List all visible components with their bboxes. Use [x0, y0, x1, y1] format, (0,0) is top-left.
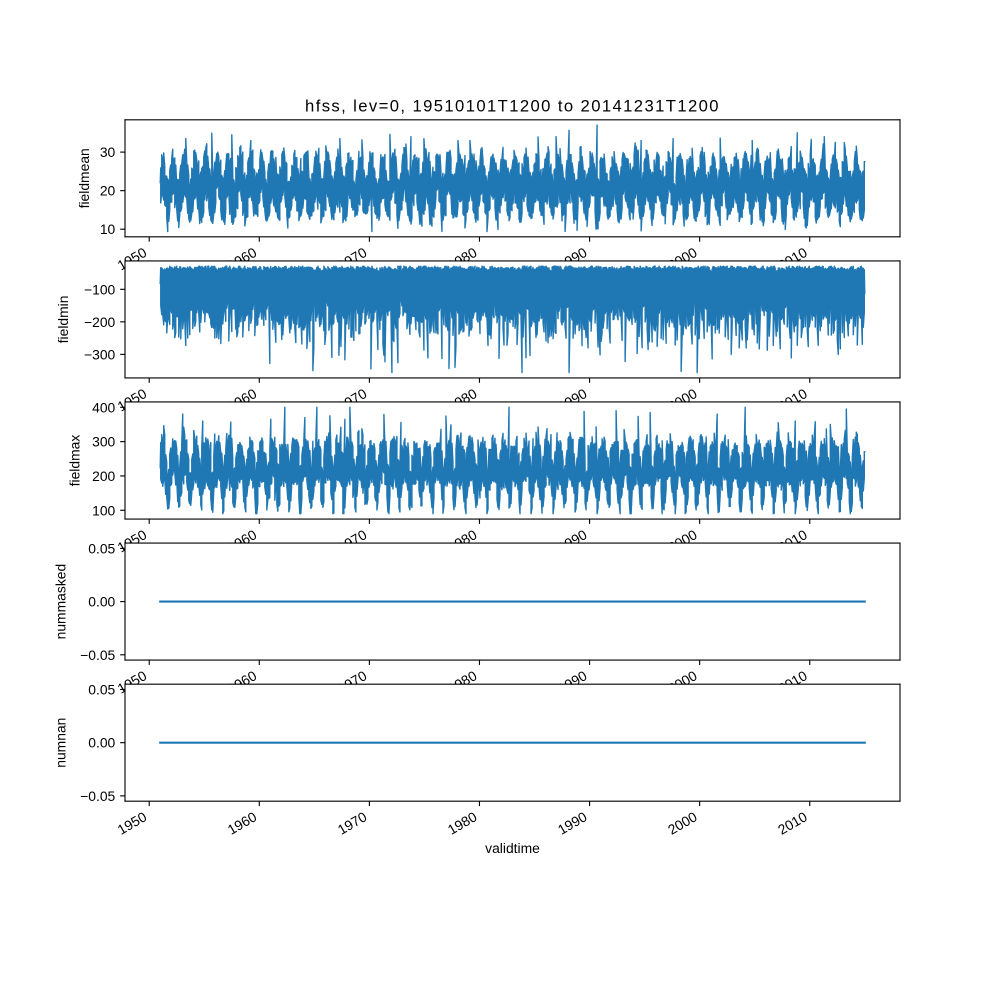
svg-text:300: 300 [92, 434, 115, 450]
svg-text:10: 10 [100, 221, 116, 237]
svg-text:−300: −300 [84, 346, 116, 362]
svg-text:−200: −200 [84, 314, 116, 330]
svg-text:0.05: 0.05 [88, 540, 115, 556]
svg-text:400: 400 [92, 399, 115, 415]
svg-text:nummasked: nummasked [52, 564, 68, 640]
svg-text:−100: −100 [84, 281, 116, 297]
svg-text:validtime: validtime [485, 840, 540, 856]
svg-text:−0.05: −0.05 [80, 788, 115, 804]
svg-text:−0.05: −0.05 [80, 647, 115, 663]
svg-text:30: 30 [100, 144, 116, 160]
svg-text:100: 100 [92, 502, 115, 518]
svg-text:fieldmax: fieldmax [66, 435, 82, 487]
svg-text:fieldmean: fieldmean [76, 148, 92, 208]
svg-text:hfss, lev=0, 19510101T1200 to: hfss, lev=0, 19510101T1200 to 20141231T1… [305, 96, 720, 115]
svg-text:numnan: numnan [53, 718, 69, 768]
svg-text:0.00: 0.00 [88, 735, 115, 751]
svg-text:200: 200 [92, 468, 115, 484]
svg-text:fieldmin: fieldmin [55, 296, 71, 344]
svg-text:20: 20 [100, 183, 116, 199]
svg-text:0.00: 0.00 [88, 594, 115, 610]
svg-text:0.05: 0.05 [88, 682, 115, 698]
